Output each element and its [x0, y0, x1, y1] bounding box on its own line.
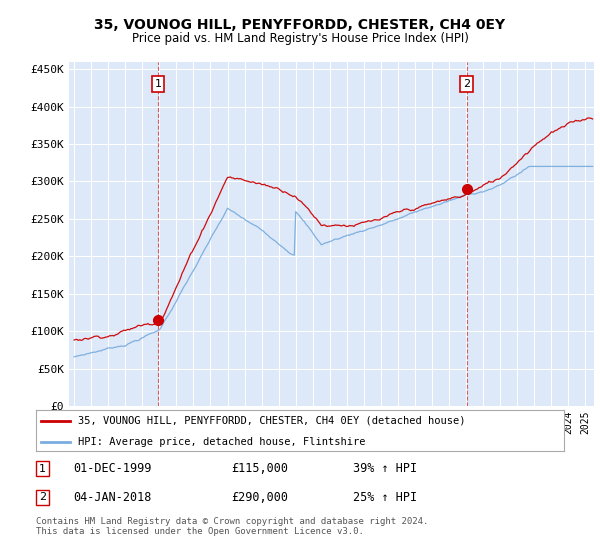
Text: £290,000: £290,000 [232, 491, 289, 504]
Text: 01-DEC-1999: 01-DEC-1999 [73, 462, 151, 475]
Text: 1: 1 [154, 79, 161, 89]
Text: HPI: Average price, detached house, Flintshire: HPI: Average price, detached house, Flin… [78, 437, 366, 447]
Text: £115,000: £115,000 [232, 462, 289, 475]
Text: 2: 2 [463, 79, 470, 89]
Text: 2: 2 [39, 492, 46, 502]
Text: 35, VOUNOG HILL, PENYFFORDD, CHESTER, CH4 0EY: 35, VOUNOG HILL, PENYFFORDD, CHESTER, CH… [94, 18, 506, 32]
Text: 04-JAN-2018: 04-JAN-2018 [73, 491, 151, 504]
Text: 39% ↑ HPI: 39% ↑ HPI [353, 462, 417, 475]
Text: 1: 1 [39, 464, 46, 474]
Text: 35, VOUNOG HILL, PENYFFORDD, CHESTER, CH4 0EY (detached house): 35, VOUNOG HILL, PENYFFORDD, CHESTER, CH… [78, 416, 466, 426]
Text: Contains HM Land Registry data © Crown copyright and database right 2024.
This d: Contains HM Land Registry data © Crown c… [36, 516, 428, 536]
Text: Price paid vs. HM Land Registry's House Price Index (HPI): Price paid vs. HM Land Registry's House … [131, 32, 469, 45]
Text: 25% ↑ HPI: 25% ↑ HPI [353, 491, 417, 504]
